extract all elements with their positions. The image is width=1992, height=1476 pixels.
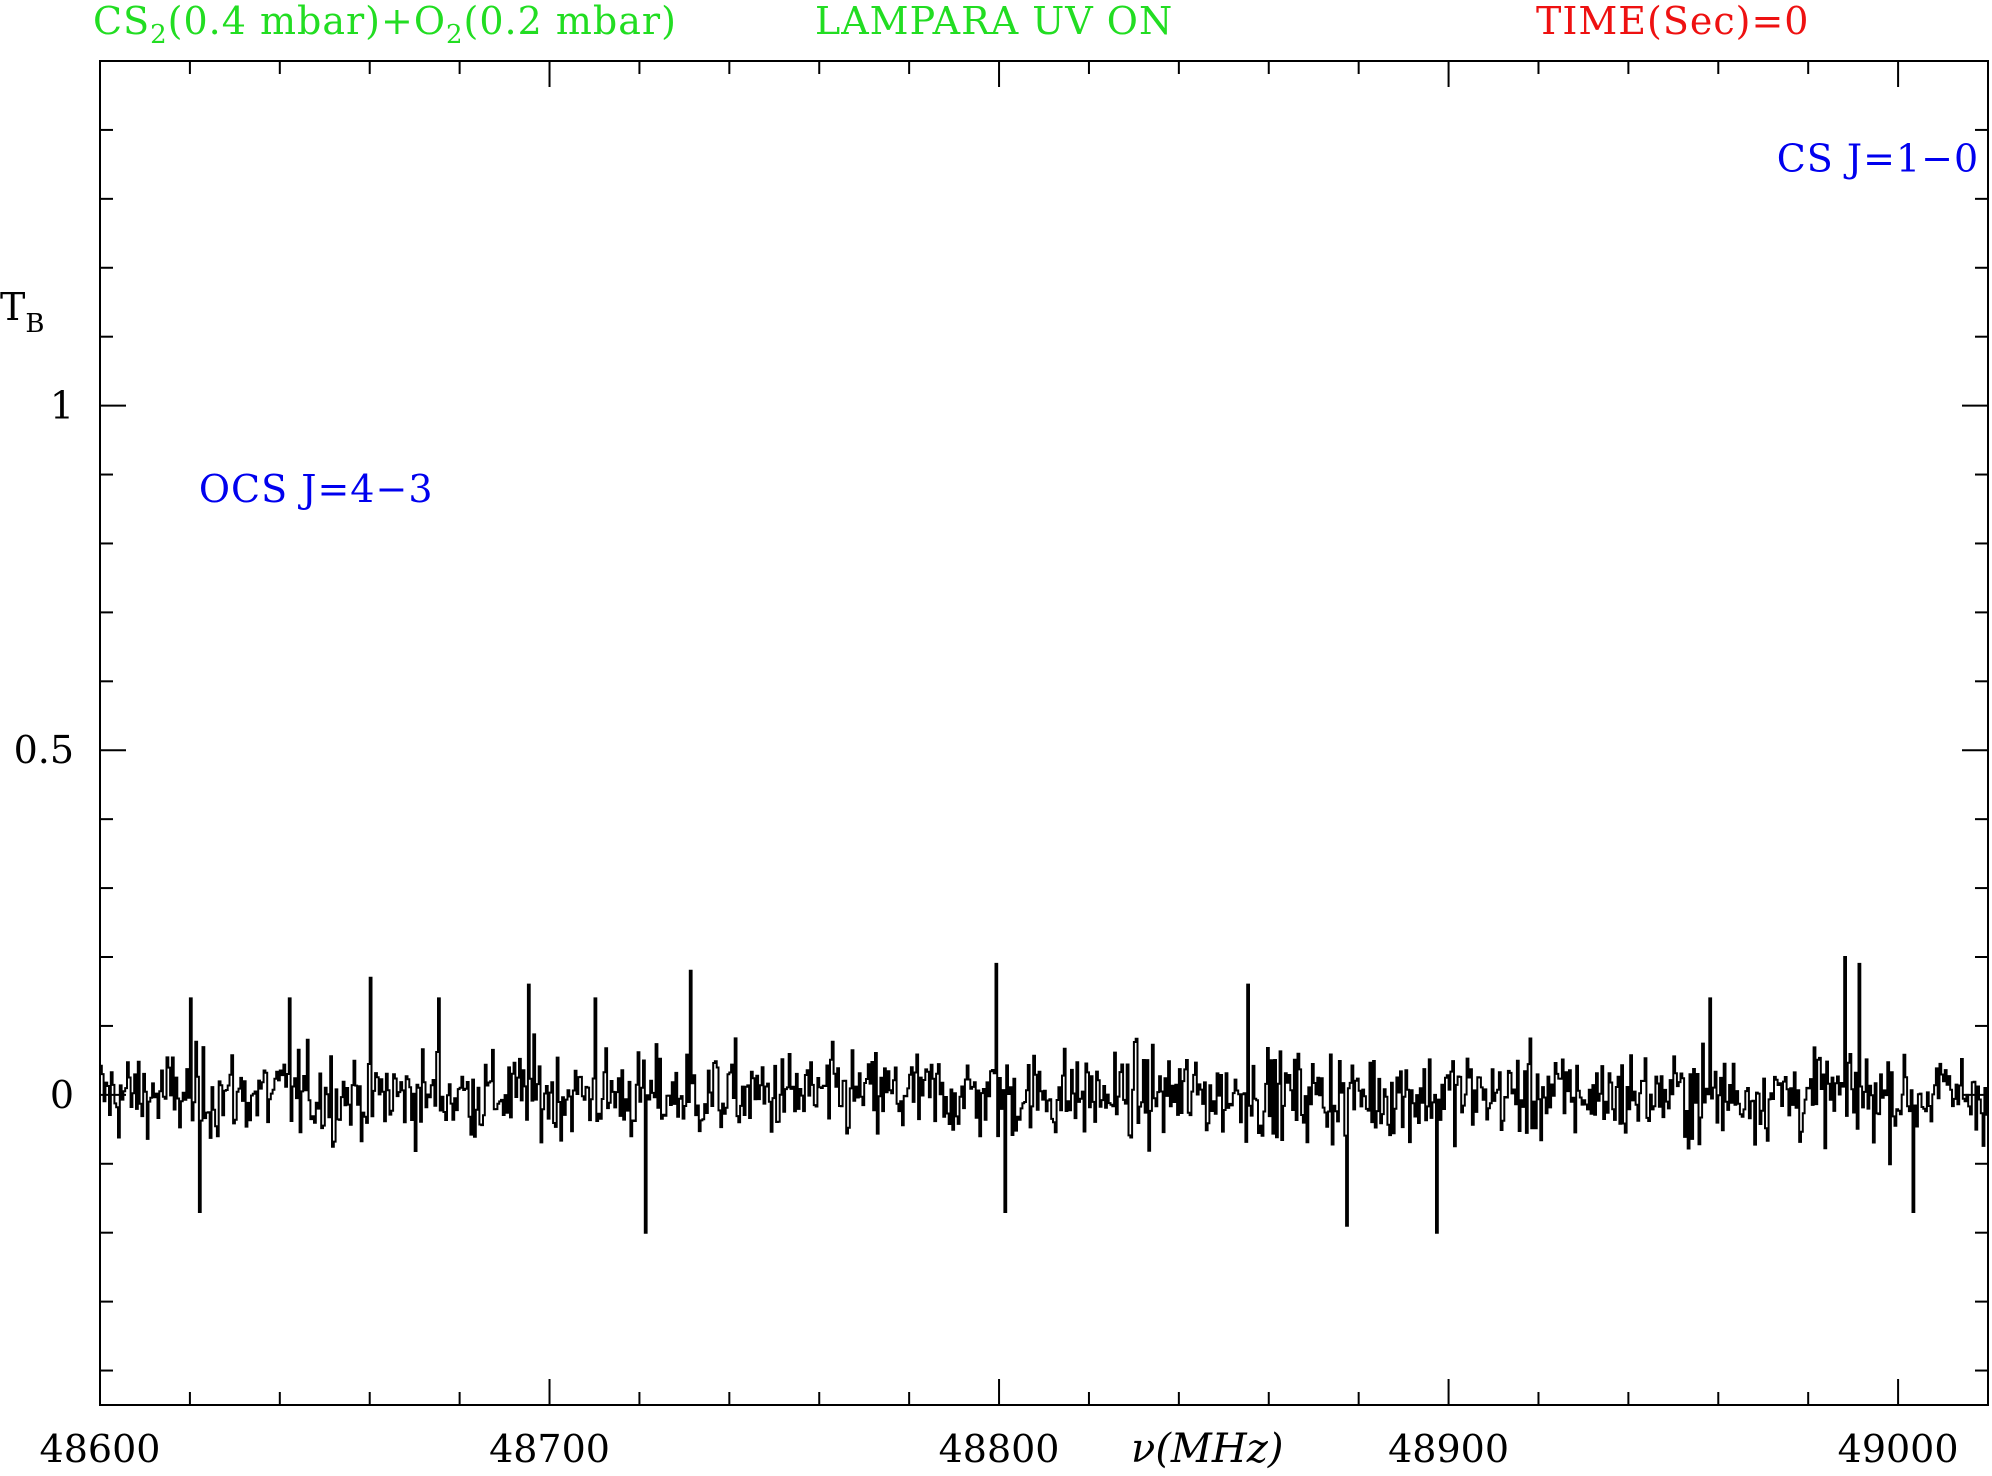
sample-cs2-text: CS [93, 0, 150, 43]
lamp-status-label: LAMPARA UV ON [815, 0, 1173, 43]
y-axis-title-sub: B [25, 309, 44, 339]
axis-ticks [99, 60, 1989, 1405]
line-annotations: OCS J=4−3 CS J=1−0 [199, 136, 1979, 511]
x-tick-label: 48700 [489, 1427, 610, 1471]
spectrum-trace [100, 956, 1988, 1234]
sample-cs2-pressure-text: (0.4 mbar)+O [168, 0, 446, 43]
line-annotation: CS J=1−0 [1777, 136, 1979, 180]
x-tick-label: 48900 [1388, 1427, 1509, 1471]
y-axis-title: TB [0, 285, 44, 339]
x-tick-label: 48600 [40, 1427, 161, 1471]
sample-cs2-subscript: 2 [150, 20, 168, 50]
time-label: TIME(Sec)=0 [1536, 0, 1809, 43]
x-tick-label: 49000 [1838, 1427, 1959, 1471]
y-axis-title-main: T [0, 285, 25, 329]
sample-o2-pressure-text: (0.2 mbar) [464, 0, 677, 43]
sample-o2-subscript: 2 [446, 20, 464, 50]
sample-composition-label: CS2(0.4 mbar)+O2(0.2 mbar) [93, 0, 677, 50]
tick-labels: 48600 48700 48800 48900 49000 0 0.5 1 [14, 384, 1959, 1471]
x-tick-label: 48800 [939, 1427, 1060, 1471]
y-tick-label: 1 [50, 384, 74, 428]
line-annotation: OCS J=4−3 [199, 467, 434, 511]
y-tick-label: 0 [50, 1073, 74, 1117]
plot-frame [99, 60, 1989, 1406]
y-tick-label: 0.5 [14, 728, 74, 772]
x-axis-title: ν(MHz) [1131, 1426, 1283, 1472]
